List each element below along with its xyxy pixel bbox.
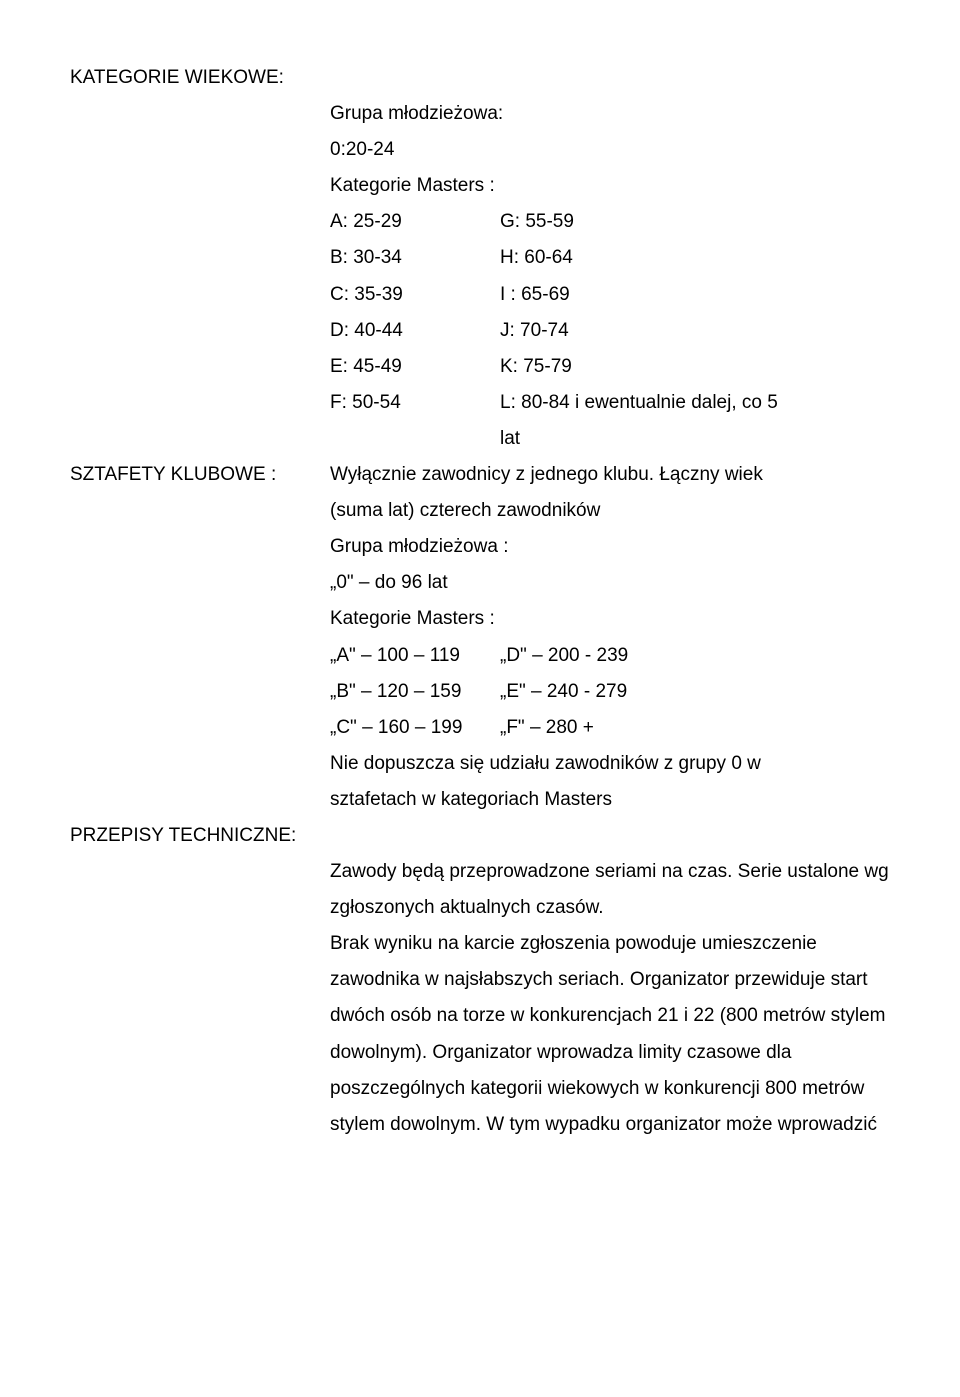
tech-paragraph: stylem dowolnym. W tym wypadku organizat…: [330, 1107, 890, 1143]
youth-group-label: Grupa młodzieżowa:: [330, 96, 890, 132]
tech-paragraph: zawodnika w najsłabszych seriach. Organi…: [330, 962, 890, 998]
relay-text: (suma lat) czterech zawodników: [330, 493, 890, 529]
relay-youth-range: „0" – do 96 lat: [330, 565, 890, 601]
pair-right: L: 80-84 i ewentualnie dalej, co 5: [500, 385, 890, 421]
tech-paragraph: dwóch osób na torze w konkurencjach 21 i…: [330, 998, 890, 1034]
youth-range: 0:20-24: [330, 132, 890, 168]
pair-left: F: 50-54: [330, 385, 500, 421]
pair-left: „A" – 100 – 119: [330, 638, 500, 674]
relay-masters-pairs-table: „A" – 100 – 119 „D" – 200 - 239 „B" – 12…: [330, 638, 890, 746]
relay-youth-label: Grupa młodzieżowa :: [330, 529, 890, 565]
pair-right: G: 55-59: [500, 204, 890, 240]
pair-left: „B" – 120 – 159: [330, 674, 500, 710]
lat-suffix: lat: [500, 421, 890, 457]
tech-paragraph: poszczególnych kategorii wiekowych w kon…: [330, 1071, 890, 1107]
pair-left: C: 35-39: [330, 277, 500, 313]
pair-right: J: 70-74: [500, 313, 890, 349]
section-heading-relay: SZTAFETY KLUBOWE :: [70, 457, 330, 493]
not-allowed-text: Nie dopuszcza się udziału zawodników z g…: [330, 746, 890, 782]
tech-paragraph: dowolnym). Organizator wprowadza limity …: [330, 1035, 890, 1071]
pair-left: E: 45-49: [330, 349, 500, 385]
masters-pairs-table: A: 25-29 G: 55-59 B: 30-34 H: 60-64 C: 3…: [330, 204, 890, 457]
pair-right: „D" – 200 - 239: [500, 638, 890, 674]
tech-paragraph: zgłoszonych aktualnych czasów.: [330, 890, 890, 926]
pair-left: D: 40-44: [330, 313, 500, 349]
tech-paragraph: Brak wyniku na karcie zgłoszenia powoduj…: [330, 926, 890, 962]
tech-paragraph: Zawody będą przeprowadzone seriami na cz…: [330, 854, 890, 890]
section-heading-tech: PRZEPISY TECHNICZNE:: [70, 818, 330, 854]
relay-text: Wyłącznie zawodnicy z jednego klubu. Łąc…: [330, 457, 890, 493]
pair-right: I : 65-69: [500, 277, 890, 313]
pair-right: „E" – 240 - 279: [500, 674, 890, 710]
pair-left: „C" – 160 – 199: [330, 710, 500, 746]
section-heading-age: KATEGORIE WIEKOWE:: [70, 60, 330, 96]
pair-right: „F" – 280 +: [500, 710, 890, 746]
not-allowed-text: sztafetach w kategoriach Masters: [330, 782, 890, 818]
masters-heading: Kategorie Masters :: [330, 168, 890, 204]
pair-right: H: 60-64: [500, 240, 890, 276]
pair-left: A: 25-29: [330, 204, 500, 240]
pair-right: K: 75-79: [500, 349, 890, 385]
pair-left: B: 30-34: [330, 240, 500, 276]
relay-masters-heading: Kategorie Masters :: [330, 601, 890, 637]
